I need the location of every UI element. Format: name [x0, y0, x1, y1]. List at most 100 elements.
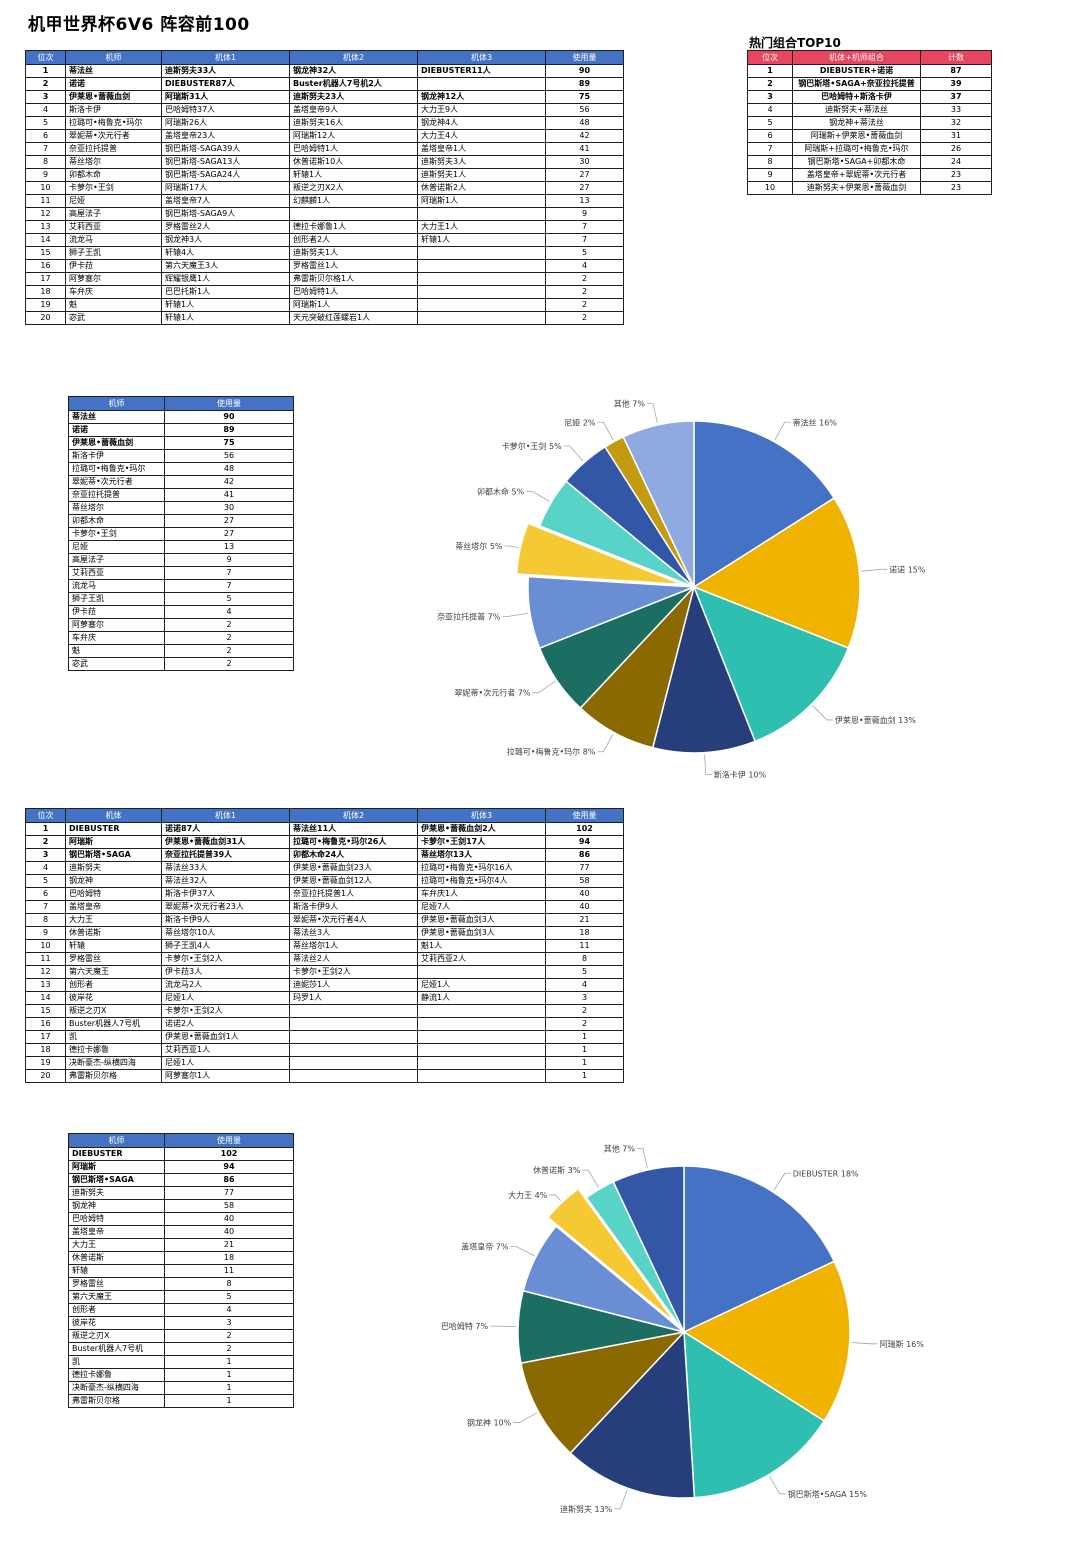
- pie-slice: [569, 1330, 696, 1499]
- mech-usage-pie-chart: DIEBUSTER 18% 阿瑞斯 16% 钢巴斯塔•SAGA 15% 迪斯努夫 13…: [441, 1144, 924, 1514]
- table-cell: [289, 1043, 418, 1057]
- data-label: 斯洛卡伊 10%: [714, 770, 767, 780]
- data-label: 休普诺斯 3%: [533, 1165, 581, 1175]
- table-cell: 诺诺: [68, 423, 165, 437]
- table-cell: 翠妮蒂•次元行者: [65, 129, 162, 143]
- table-cell: 4: [747, 103, 793, 117]
- table-cell: 32: [920, 116, 992, 130]
- table-row: 16 Buster机器人7号机 诺诺2人 2: [25, 1017, 624, 1031]
- column-header: 使用量: [164, 396, 294, 411]
- table-cell: 卡萝尔•王剑2人: [161, 1004, 290, 1018]
- table-cell: 钢龙神4人: [417, 116, 546, 130]
- table-cell: 巴哈姆特: [68, 1212, 165, 1226]
- table-row: 弗雷斯贝尔格 1: [68, 1394, 294, 1408]
- table-cell: 蒂丝塔尔10人: [161, 926, 290, 940]
- column-header: 机师: [68, 1133, 165, 1148]
- table-cell: 魁: [65, 298, 162, 312]
- leader-line: [597, 421, 614, 440]
- table-row: DIEBUSTER 102: [68, 1147, 294, 1161]
- column-header: 机体: [65, 808, 162, 823]
- column-header: 计数: [920, 50, 992, 65]
- table-cell: 15: [25, 1004, 66, 1018]
- table-cell: 阿瑞斯1人: [289, 298, 418, 312]
- table-cell: 阿瑞斯: [68, 1160, 165, 1174]
- table-cell: 伊莱恩•蔷薇血剑3人: [417, 913, 546, 927]
- table-cell: 弗雷斯贝尔格: [65, 1069, 162, 1083]
- table-cell: 斯洛卡伊9人: [161, 913, 290, 927]
- table-cell: 10: [747, 181, 793, 195]
- table-cell: 艾莉西亚1人: [161, 1043, 290, 1057]
- table-cell: 迪斯努夫3人: [417, 155, 546, 169]
- leader-line: [510, 1246, 535, 1257]
- table-cell: 幻麒麟1人: [289, 194, 418, 208]
- leader-line: [597, 734, 614, 753]
- table-cell: 阿瑞斯1人: [417, 194, 546, 208]
- table-cell: 伊卡菈: [65, 259, 162, 273]
- table-row: 11 尼娅 盖塔皇帝7人 幻麒麟1人 阿瑞斯1人 13: [25, 194, 624, 208]
- pilot-ranking-table: 位次 机师 机体1 机体2 机体3 使用量 1 蒂法丝 迪斯努夫33人 钢龙神32人 DIEBUS…: [25, 50, 624, 325]
- mech-ranking-table: 位次 机体 机体1 机体2 机体3 使用量 1 DIEBUSTER 诺诺87人 蒂法丝11人 伊莱…: [25, 808, 624, 1083]
- data-label: 其他 7%: [614, 399, 646, 409]
- table-cell: 阿萝塞尔: [65, 272, 162, 286]
- table-row: 巴哈姆特 40: [68, 1212, 294, 1226]
- table-cell: 罗格雷丝: [65, 952, 162, 966]
- table-cell: 4: [25, 861, 66, 875]
- table-row: 16 伊卡菈 第六天魔王3人 罗格雷丝1人 4: [25, 259, 624, 273]
- table-cell: 尼娅: [68, 540, 165, 554]
- table-cell: 奈亚拉托提普1人: [289, 887, 418, 901]
- table-cell: 拉璐可•梅鲁克•玛尔: [65, 116, 162, 130]
- table-row: 1 蒂法丝 迪斯努夫33人 钢龙神32人 DIEBUSTER11人 90: [25, 64, 624, 78]
- table-cell: Buster机器人7号机: [68, 1342, 165, 1356]
- leader-line: [614, 1489, 628, 1510]
- table-cell: 24: [920, 155, 992, 169]
- table-cell: 1: [164, 1394, 294, 1408]
- table-cell: 蒂丝塔尔: [68, 501, 165, 515]
- table-cell: 14: [25, 233, 66, 247]
- table-cell: [289, 1030, 418, 1044]
- table-cell: 2: [25, 77, 66, 91]
- column-header: 机体1: [161, 808, 290, 823]
- table-row: 1 DIEBUSTER 诺诺87人 蒂法丝11人 伊莱恩•蔷薇血剑2人 102: [25, 822, 624, 836]
- pie-slice: [692, 585, 850, 743]
- table-cell: 流龙马: [68, 579, 165, 593]
- table-cell: 巴哈姆特1人: [289, 142, 418, 156]
- table-cell: 盖塔皇帝1人: [417, 142, 546, 156]
- table-cell: 钢龙神+蒂法丝: [792, 116, 921, 130]
- table-cell: 第六天魔王3人: [161, 259, 290, 273]
- table-row: 13 艾莉西亚 罗格雷丝2人 德拉卡娜鲁1人 大力王1人 7: [25, 220, 624, 234]
- table-cell: 11: [25, 952, 66, 966]
- table-row: 2 阿瑞斯 伊莱恩•蔷薇血剑31人 拉璐可•梅鲁克•玛尔26人 卡萝尔•王剑17人 94: [25, 835, 624, 849]
- table-cell: 39: [920, 77, 992, 91]
- table-cell: 宓武: [68, 657, 165, 671]
- table-cell: 尼娅1人: [161, 1056, 290, 1070]
- table-cell: 蒂法丝3人: [289, 926, 418, 940]
- table-cell: 奈亚拉托提普: [68, 488, 165, 502]
- table-cell: 盖塔皇帝: [68, 1225, 165, 1239]
- table-cell: 1: [164, 1381, 294, 1395]
- table-cell: 9: [545, 207, 624, 221]
- table-cell: 94: [164, 1160, 294, 1174]
- table-cell: 蒂法丝33人: [161, 861, 290, 875]
- table-cell: 狮子王凯: [65, 246, 162, 260]
- table-cell: 58: [164, 1199, 294, 1213]
- table-cell: 车弁庆: [68, 631, 165, 645]
- table-cell: 2: [545, 285, 624, 299]
- table-cell: 卯都木命: [65, 168, 162, 182]
- table-cell: 21: [164, 1238, 294, 1252]
- table-cell: 75: [164, 436, 294, 450]
- table-cell: 静流1人: [417, 991, 546, 1005]
- table-cell: 蒂丝塔尔1人: [289, 939, 418, 953]
- table-cell: 11: [164, 1264, 294, 1278]
- table-cell: 7: [164, 566, 294, 580]
- table-row: 17 凯伊莱恩•蔷薇血剑1人 1: [25, 1030, 624, 1044]
- table-cell: 狮子王凯: [68, 592, 165, 606]
- table-row: 罗格雷丝 8: [68, 1277, 294, 1291]
- table-cell: 大力王9人: [417, 103, 546, 117]
- table-cell: 17: [25, 1030, 66, 1044]
- table-row: 轩辕 11: [68, 1264, 294, 1278]
- data-label: 钢巴斯塔•SAGA 15%: [788, 1489, 868, 1499]
- table-cell: 56: [164, 449, 294, 463]
- table-cell: 钢巴斯塔-SAGA24人: [161, 168, 290, 182]
- data-label: 拉璐可•梅鲁克•玛尔 8%: [507, 747, 596, 757]
